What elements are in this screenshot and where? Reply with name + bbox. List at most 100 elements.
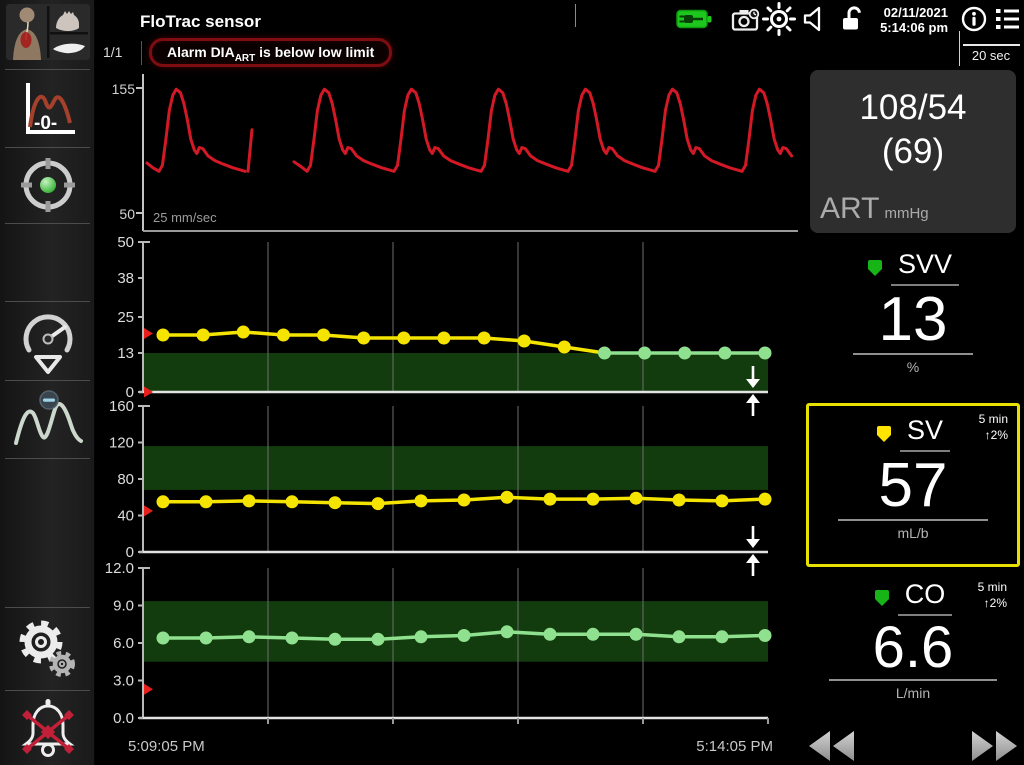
co-header: CO bbox=[810, 579, 1016, 616]
zero-waveform-icon: -0- bbox=[25, 83, 75, 134]
co-divider bbox=[829, 679, 997, 682]
patient-mode-icon bbox=[5, 4, 90, 60]
sv-trend-plot[interactable] bbox=[143, 404, 768, 553]
co-status-indicator-icon bbox=[874, 589, 889, 606]
time-scale-bar bbox=[963, 44, 1020, 46]
co-value: 6.6 bbox=[872, 615, 954, 680]
sidebar-item-patient-mode[interactable] bbox=[0, 2, 95, 62]
menu-list-icon[interactable] bbox=[994, 7, 1020, 36]
art-tile[interactable]: 108/54 (69) ART mmHg bbox=[810, 70, 1016, 233]
svg-text:40: 40 bbox=[117, 508, 134, 525]
sidebar-item-graph-settings[interactable] bbox=[0, 383, 95, 455]
lock-unlocked-icon[interactable] bbox=[840, 5, 864, 37]
sidebar-divider bbox=[5, 223, 90, 224]
svg-text:12.0: 12.0 bbox=[105, 560, 134, 577]
timeline-start: 5:09:05 PM bbox=[128, 738, 205, 755]
sweep-speed-label: 25 mm/sec bbox=[153, 210, 217, 225]
scale-adjust-arrows-sv-co[interactable] bbox=[740, 524, 766, 578]
sidebar-item-alarm-silence[interactable] bbox=[0, 692, 95, 764]
co-interval: 5 min ↑2% bbox=[978, 579, 1007, 611]
brightness-icon[interactable] bbox=[762, 2, 796, 41]
svv-status-indicator-icon bbox=[867, 259, 882, 276]
sidebar-divider bbox=[5, 147, 90, 148]
waveform-minus-icon bbox=[13, 390, 83, 445]
co-label: CO bbox=[897, 579, 953, 616]
speaker-icon[interactable] bbox=[801, 6, 825, 37]
art-label-row: ART mmHg bbox=[820, 192, 929, 226]
svv-tile[interactable]: SVV 13 % bbox=[810, 240, 1016, 396]
sv-unit: mL/b bbox=[897, 525, 929, 542]
svg-text:13: 13 bbox=[117, 345, 134, 362]
svv-label: SVV bbox=[890, 249, 960, 286]
co-trend-plot[interactable] bbox=[143, 566, 768, 719]
alarm-text-subscript: ART bbox=[234, 52, 256, 64]
battery-icon bbox=[676, 8, 713, 35]
alarm-text: is below low limit bbox=[255, 44, 375, 60]
svg-text:120: 120 bbox=[109, 435, 134, 452]
topbar-divider bbox=[575, 4, 576, 27]
sv-value: 57 bbox=[878, 451, 948, 520]
sv-change-percent: ↑2% bbox=[984, 428, 1008, 442]
co-change-percent: ↑2% bbox=[983, 596, 1007, 610]
gears-icon bbox=[19, 620, 75, 677]
sidebar-item-zero-waveform[interactable]: -0- bbox=[0, 74, 95, 144]
time-scale-label: 20 sec bbox=[971, 48, 1011, 63]
svv-header: SVV bbox=[810, 249, 1016, 286]
alarm-separator bbox=[141, 41, 142, 65]
sidebar-item-gauge-dashboard[interactable] bbox=[0, 305, 95, 377]
co-tile[interactable]: 5 min ↑2% CO 6.6 L/min bbox=[810, 574, 1016, 714]
info-icon[interactable] bbox=[961, 6, 987, 37]
sidebar-item-target-positioning[interactable] bbox=[0, 151, 95, 219]
svg-text:25: 25 bbox=[117, 309, 134, 326]
sv-divider bbox=[838, 519, 988, 522]
svv-divider bbox=[853, 353, 973, 356]
scale-adjust-arrows-svv-sv[interactable] bbox=[740, 364, 766, 418]
svg-text:80: 80 bbox=[117, 471, 134, 488]
svv-value: 13 bbox=[878, 285, 948, 354]
fast-forward-button[interactable] bbox=[968, 728, 1020, 765]
svg-text:50: 50 bbox=[117, 234, 134, 251]
sidebar-item-settings[interactable] bbox=[0, 611, 95, 687]
gauge-icon bbox=[23, 314, 72, 374]
art-waveform bbox=[136, 74, 798, 232]
svv-trend-plot[interactable] bbox=[143, 240, 768, 393]
alarm-bell-crossed-icon bbox=[21, 699, 74, 757]
svg-text:160: 160 bbox=[109, 398, 134, 415]
timeline-end: 5:14:05 PM bbox=[696, 738, 773, 755]
svg-text:-0-: -0- bbox=[34, 113, 57, 134]
sidebar-divider bbox=[5, 380, 90, 381]
alarm-banner[interactable]: Alarm DIAART is below low limit bbox=[149, 38, 393, 67]
art-mean-value: (69) bbox=[881, 131, 945, 171]
datetime[interactable]: 02/11/2021 5:14:06 pm bbox=[874, 5, 948, 35]
date-text: 02/11/2021 bbox=[883, 5, 948, 20]
alarm-text: Alarm DIA bbox=[167, 44, 235, 60]
art-value: 108/54 bbox=[859, 88, 967, 127]
sidebar-divider bbox=[5, 69, 90, 70]
sidebar-divider bbox=[5, 690, 90, 691]
svg-text:9.0: 9.0 bbox=[113, 598, 134, 615]
time-text: 5:14:06 pm bbox=[880, 20, 948, 35]
art-unit: mmHg bbox=[884, 205, 929, 222]
co-interval-time: 5 min bbox=[977, 580, 1007, 594]
sidebar: -0- bbox=[0, 0, 95, 765]
sidebar-divider bbox=[5, 301, 90, 302]
svg-text:0: 0 bbox=[126, 544, 134, 561]
sv-tile[interactable]: 5 min ↑2% SV 57 mL/b bbox=[806, 403, 1020, 567]
target-icon bbox=[20, 158, 75, 212]
waveform-ymax-label: 155 bbox=[111, 81, 135, 97]
rewind-button[interactable] bbox=[806, 728, 858, 765]
sidebar-divider bbox=[5, 458, 90, 459]
sv-header: SV bbox=[809, 415, 1017, 452]
svg-text:0.0: 0.0 bbox=[113, 710, 134, 727]
svg-text:6.0: 6.0 bbox=[113, 635, 134, 652]
page-title: FloTrac sensor bbox=[140, 12, 261, 31]
sv-status-indicator-icon bbox=[876, 425, 891, 442]
art-label: ART bbox=[820, 192, 880, 225]
sv-interval-time: 5 min bbox=[978, 412, 1008, 426]
snapshot-camera-icon[interactable] bbox=[731, 7, 761, 37]
co-unit: L/min bbox=[895, 685, 931, 702]
svg-text:38: 38 bbox=[117, 270, 134, 287]
waveform-ymin-label: 50 bbox=[119, 206, 135, 222]
svg-text:0: 0 bbox=[126, 384, 134, 401]
